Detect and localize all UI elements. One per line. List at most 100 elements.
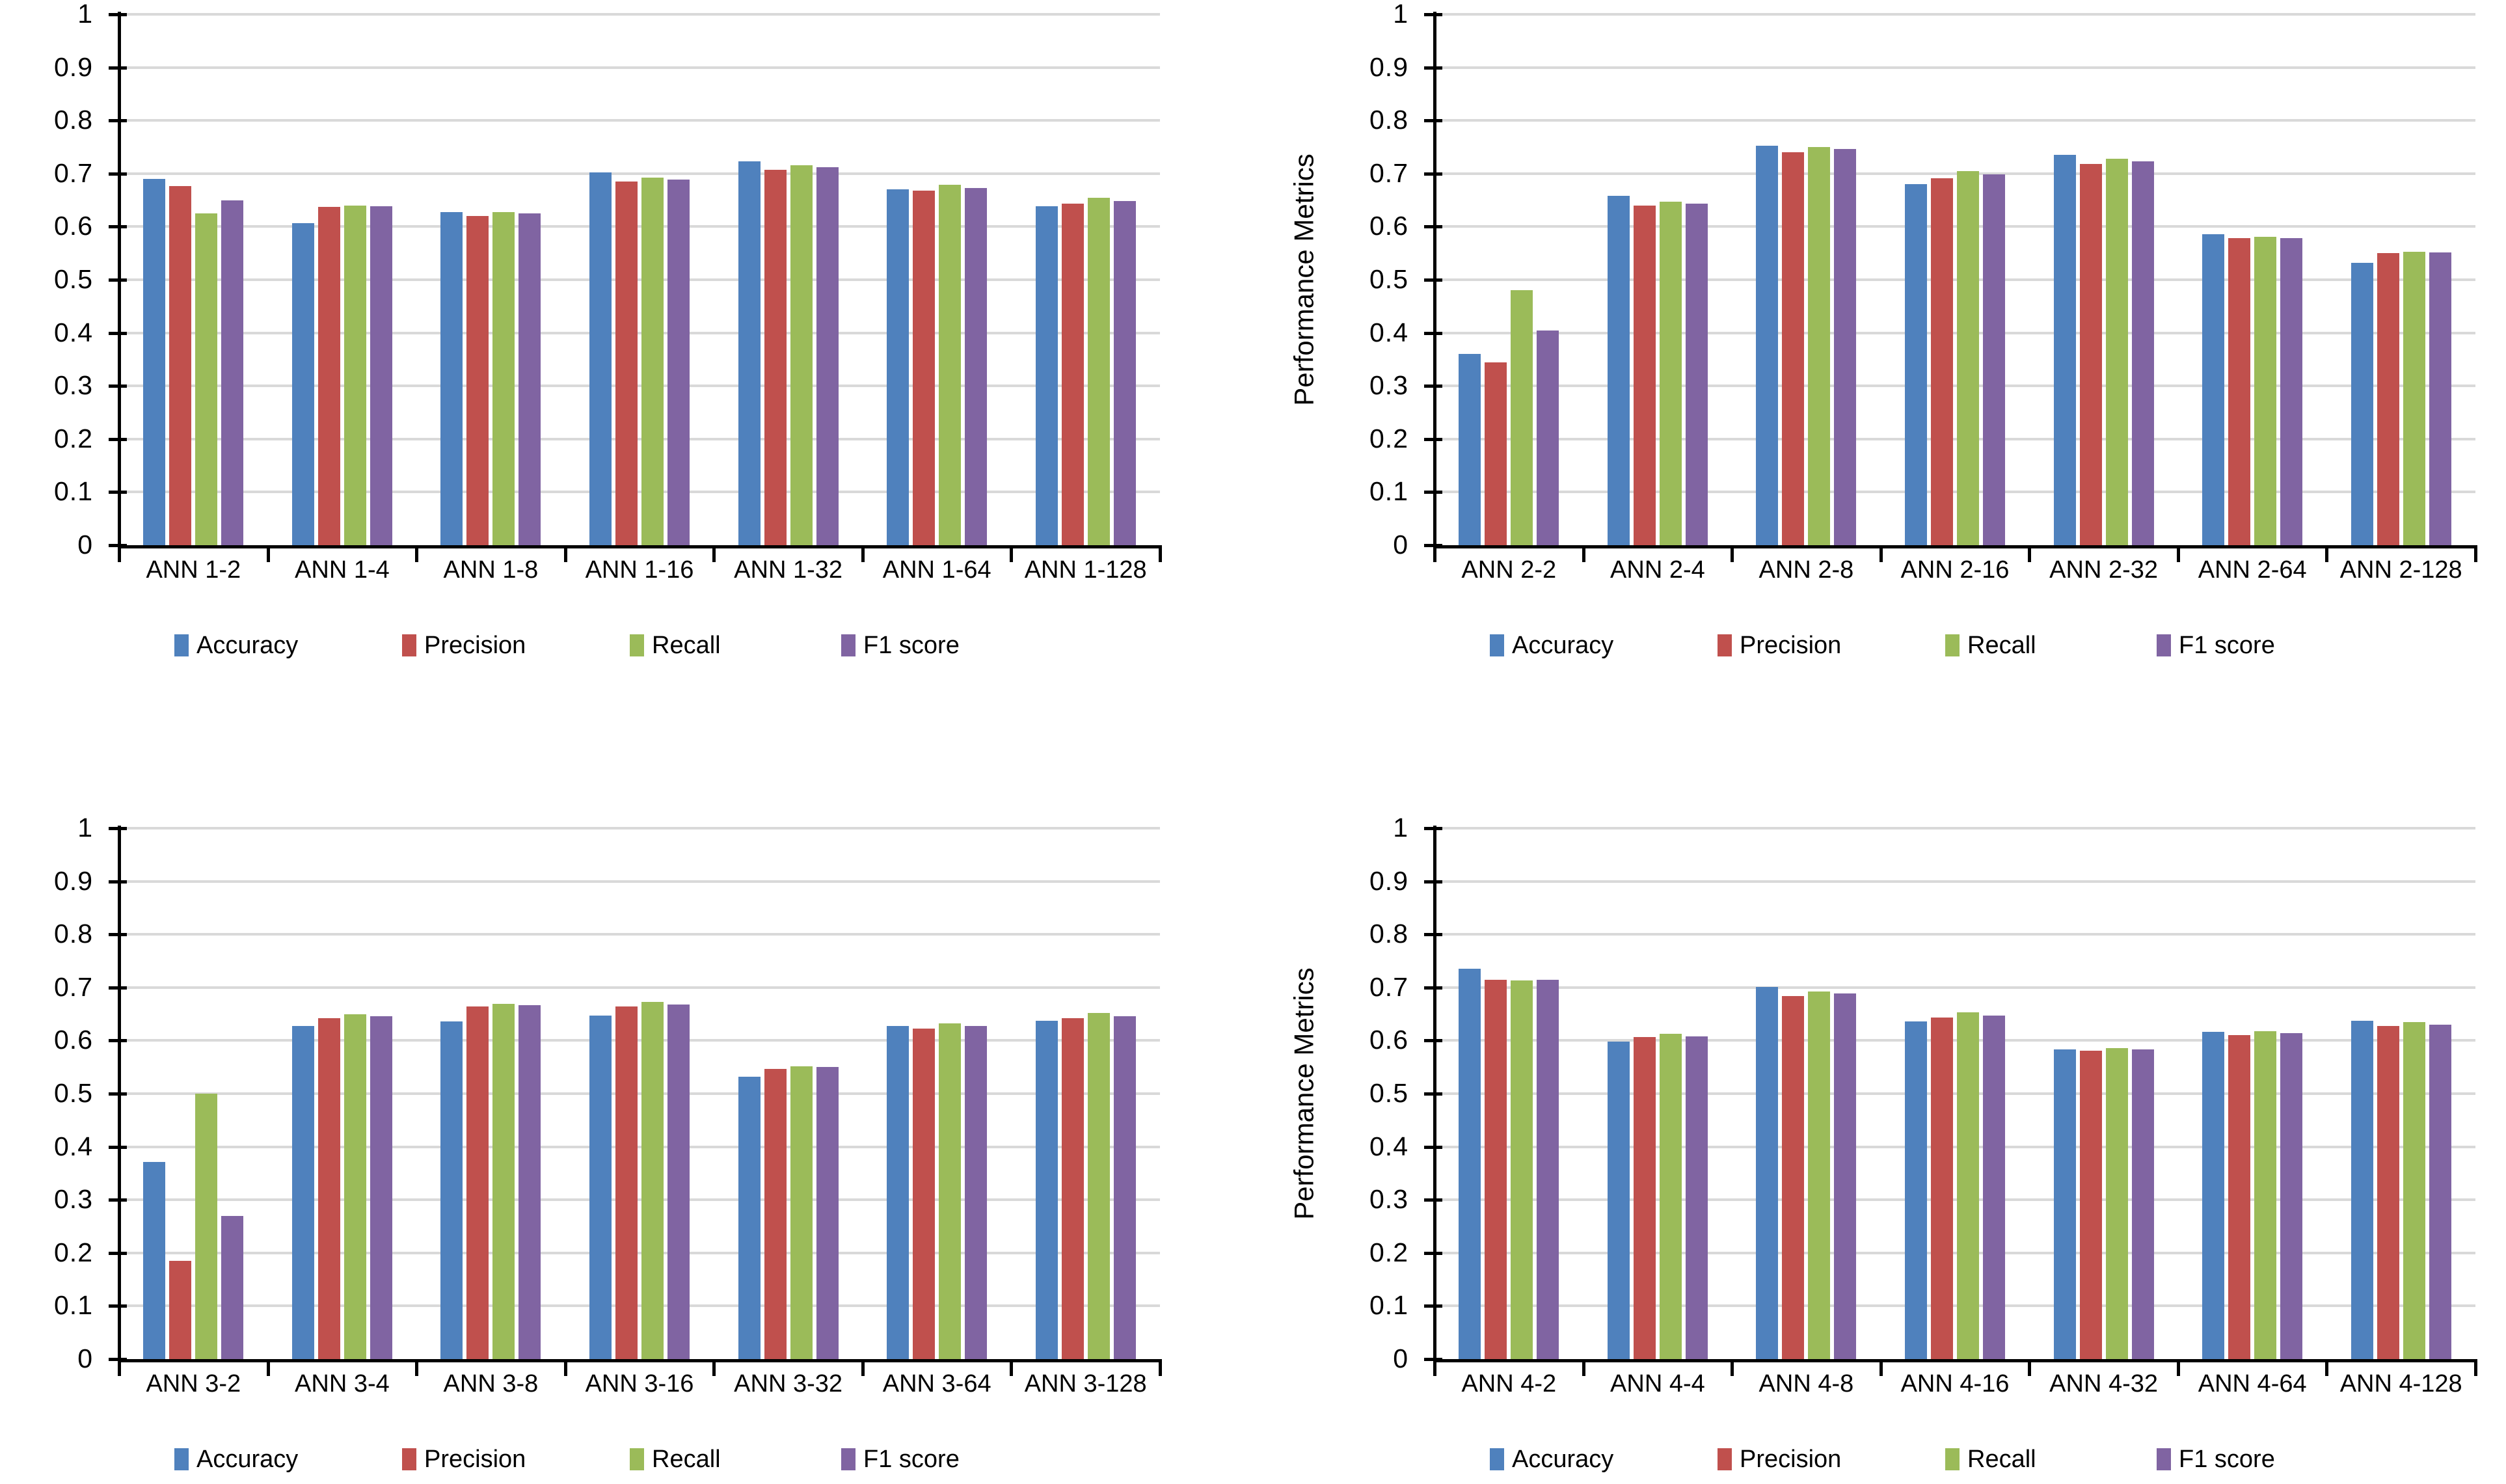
x-category-label-ann-2-32: ANN 2-32 xyxy=(2049,556,2159,584)
y-axis-tick xyxy=(109,384,127,388)
bar-accuracy-ann-1-4 xyxy=(291,223,314,545)
bar-recall-ann-2-128 xyxy=(2403,251,2425,545)
legend-item-f1-score: F1 score xyxy=(841,631,960,660)
bar-precision-ann-2-32 xyxy=(2079,164,2102,545)
bar-precision-ann-3-128 xyxy=(1061,1018,1084,1359)
legend-label-recall: Recall xyxy=(1967,632,2036,659)
legend-marker-recall xyxy=(630,634,644,656)
x-axis-tick xyxy=(118,545,121,562)
x-axis-tick xyxy=(1879,1359,1883,1376)
bar-accuracy-ann-4-128 xyxy=(2351,1021,2373,1359)
legend-item-f1-score: F1 score xyxy=(841,1445,960,1474)
legend-label-precision: Precision xyxy=(1740,632,1842,659)
bar-precision-ann-1-128 xyxy=(1061,203,1084,545)
bar-recall-ann-1-32 xyxy=(790,165,813,545)
x-axis-tick xyxy=(415,1359,419,1376)
y-axis-title: Performance Metrics xyxy=(0,967,4,1220)
x-category-label-ann-3-64: ANN 3-64 xyxy=(882,1370,991,1397)
y-tick-label-0.9: 0.9 xyxy=(1369,865,1408,896)
legend-marker-precision xyxy=(1718,1448,1732,1470)
legend-label-f1-score: F1 score xyxy=(2179,1446,2275,1473)
legend-item-accuracy: Accuracy xyxy=(174,631,298,660)
x-axis-tick xyxy=(1879,545,1883,562)
legend-label-precision: Precision xyxy=(1740,1446,1842,1473)
gridline-0.1 xyxy=(1435,1304,2475,1308)
y-axis-tick xyxy=(109,986,127,990)
bar-precision-ann-2-128 xyxy=(2377,253,2399,545)
legend-item-f1-score: F1 score xyxy=(2157,631,2275,660)
bar-accuracy-ann-3-4 xyxy=(291,1026,314,1359)
x-category-label-ann-1-4: ANN 1-4 xyxy=(295,556,390,584)
legend-marker-precision xyxy=(402,1448,416,1470)
bar-precision-ann-4-4 xyxy=(1633,1036,1656,1359)
x-axis-tick xyxy=(266,1359,270,1376)
gridline-0.6 xyxy=(1435,225,2475,228)
y-axis-tick xyxy=(1424,1092,1442,1096)
x-category-label-ann-1-32: ANN 1-32 xyxy=(734,556,843,584)
bar-accuracy-ann-3-64 xyxy=(887,1026,909,1359)
y-axis-tick xyxy=(109,225,127,229)
legend-marker-f1-score xyxy=(841,1448,856,1470)
y-tick-label-0.3: 0.3 xyxy=(1369,1184,1408,1215)
y-axis-tick xyxy=(109,172,127,176)
bar-recall-ann-1-64 xyxy=(939,184,962,545)
bar-precision-ann-4-8 xyxy=(1782,995,1805,1359)
gridline-0.2 xyxy=(1435,437,2475,440)
legend-marker-accuracy xyxy=(1490,634,1504,656)
x-category-label-ann-3-32: ANN 3-32 xyxy=(734,1370,843,1397)
gridline-1 xyxy=(119,13,1160,16)
y-tick-label-0: 0 xyxy=(1393,530,1408,560)
bar-accuracy-ann-2-32 xyxy=(2053,155,2076,545)
x-category-label-ann-2-64: ANN 2-64 xyxy=(2198,556,2307,584)
y-axis-tick xyxy=(1424,172,1442,176)
legend-item-precision: Precision xyxy=(1718,631,1841,660)
bar-accuracy-ann-4-8 xyxy=(1756,987,1779,1359)
y-tick-label-0.1: 0.1 xyxy=(54,1290,93,1321)
bar-accuracy-ann-3-16 xyxy=(589,1016,612,1359)
gridline-1 xyxy=(1435,827,2475,830)
x-category-label-ann-2-16: ANN 2-16 xyxy=(1900,556,2010,584)
y-axis-tick xyxy=(109,1092,127,1096)
legend-item-recall: Recall xyxy=(630,631,721,660)
bar-recall-ann-4-64 xyxy=(2254,1031,2277,1359)
legend-label-recall: Recall xyxy=(1967,1446,2036,1473)
bar-accuracy-ann-2-128 xyxy=(2351,262,2373,545)
bar-f1-score-ann-1-8 xyxy=(519,213,541,545)
gridline-0.2 xyxy=(1435,1251,2475,1254)
bar-f1-score-ann-2-4 xyxy=(1685,203,1708,545)
y-axis-tick xyxy=(109,437,127,441)
gridline-1 xyxy=(1435,13,2475,16)
bar-f1-score-ann-1-4 xyxy=(370,206,392,545)
gridline-0.8 xyxy=(119,933,1160,936)
x-axis-tick xyxy=(2325,545,2329,562)
bar-f1-score-ann-1-16 xyxy=(667,179,690,545)
bar-recall-ann-3-32 xyxy=(790,1066,813,1359)
bar-recall-ann-1-128 xyxy=(1087,198,1110,545)
gridline-0.8 xyxy=(1435,119,2475,122)
bar-recall-ann-2-64 xyxy=(2254,236,2277,545)
y-axis-tick xyxy=(1424,880,1442,884)
x-axis xyxy=(119,545,1160,548)
y-axis-tick xyxy=(1424,1145,1442,1149)
x-category-label-ann-4-4: ANN 4-4 xyxy=(1610,1370,1705,1397)
bar-precision-ann-4-16 xyxy=(1931,1018,1953,1359)
x-axis-tick xyxy=(415,545,419,562)
gridline-0.6 xyxy=(1435,1039,2475,1042)
y-tick-label-0.5: 0.5 xyxy=(1369,1078,1408,1108)
y-axis-title: Performance Metrics xyxy=(0,154,4,406)
legend-label-accuracy: Accuracy xyxy=(1512,1446,1614,1473)
legend-label-f1-score: F1 score xyxy=(863,632,960,659)
legend-item-accuracy: Accuracy xyxy=(1490,631,1613,660)
bar-precision-ann-4-2 xyxy=(1485,979,1507,1359)
gridline-0.7 xyxy=(119,986,1160,989)
legend-marker-precision xyxy=(402,634,416,656)
legend-label-recall: Recall xyxy=(652,1446,721,1473)
x-category-label-ann-1-16: ANN 1-16 xyxy=(585,556,694,584)
x-axis-tick xyxy=(2176,1359,2180,1376)
x-category-label-ann-4-2: ANN 4-2 xyxy=(1461,1370,1557,1397)
bar-f1-score-ann-4-2 xyxy=(1537,980,1559,1359)
bar-accuracy-ann-1-32 xyxy=(738,161,761,545)
gridline-0.2 xyxy=(119,437,1160,440)
y-axis-tick xyxy=(1424,66,1442,70)
y-axis-tick xyxy=(109,1198,127,1202)
